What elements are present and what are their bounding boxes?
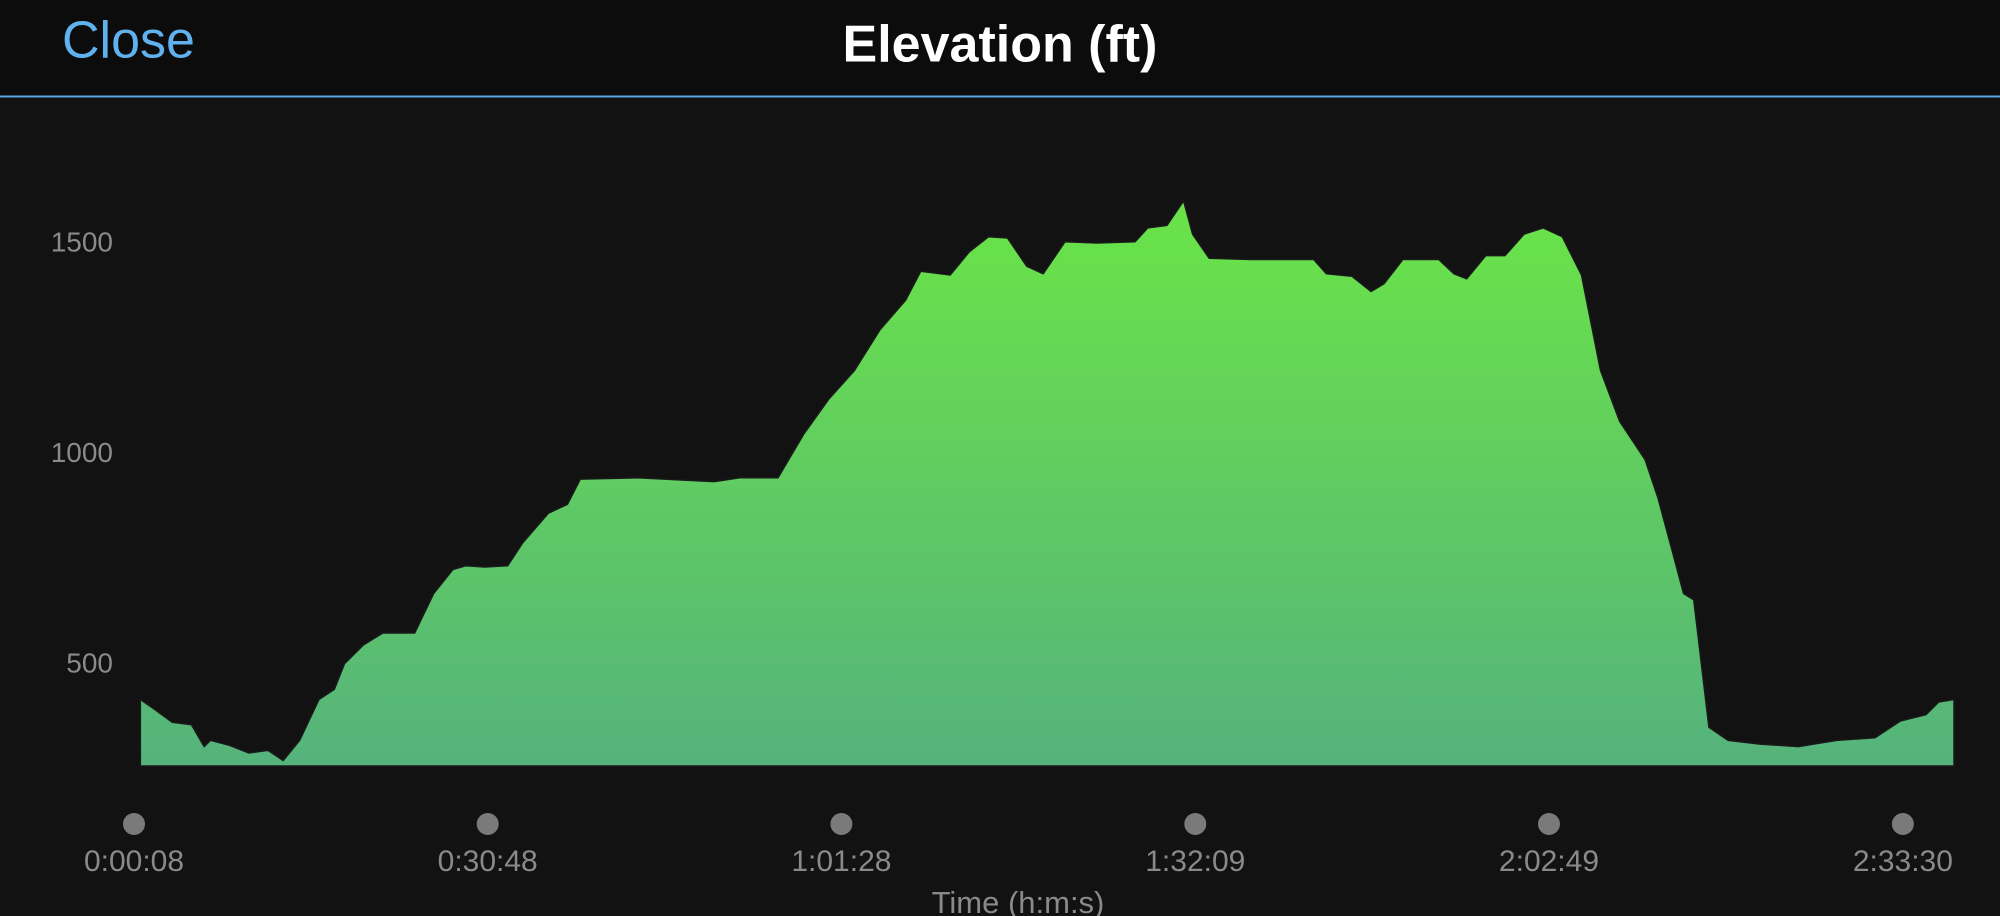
header-bar [0, 0, 2000, 96]
x-tick-label: 2:02:49 [1499, 845, 1599, 878]
x-tick-dot [476, 813, 499, 835]
page-title: Elevation (ft) [843, 16, 1158, 74]
x-tick-dot [1184, 813, 1207, 835]
y-tick-label: 1000 [51, 437, 113, 468]
y-tick-label: 500 [66, 647, 113, 678]
elevation-area [139, 200, 1955, 767]
x-tick-dot [830, 813, 853, 835]
x-tick-dot [123, 813, 145, 835]
y-tick-label: 1500 [51, 227, 113, 258]
x-tick-label: 0:00:08 [84, 845, 184, 878]
x-tick-label: 1:01:28 [791, 845, 891, 878]
close-button[interactable]: Close [62, 12, 195, 70]
x-tick-label: 1:32:09 [1145, 845, 1245, 878]
x-tick-dot [1891, 813, 1914, 835]
x-axis-label: Time (h:m:s) [932, 885, 1105, 916]
x-tick-dot [1537, 813, 1560, 835]
x-tick-label: 2:33:30 [1853, 845, 1953, 878]
x-tick-label: 0:30:48 [438, 845, 538, 878]
